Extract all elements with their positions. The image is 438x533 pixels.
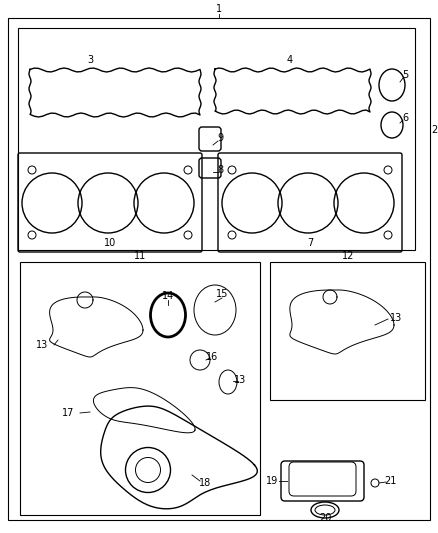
Text: 18: 18: [199, 478, 211, 488]
Text: 5: 5: [402, 70, 408, 80]
Text: 14: 14: [162, 291, 174, 301]
Text: 16: 16: [206, 352, 218, 362]
Text: 4: 4: [287, 55, 293, 65]
Text: 13: 13: [234, 375, 246, 385]
Text: 8: 8: [217, 165, 223, 175]
Text: 11: 11: [134, 251, 146, 261]
Text: 2: 2: [431, 125, 437, 135]
Text: 21: 21: [384, 476, 396, 486]
Bar: [20, 262, 260, 515]
Text: 19: 19: [266, 476, 278, 486]
Text: 10: 10: [104, 238, 116, 248]
Text: 15: 15: [216, 289, 228, 299]
Text: 1: 1: [216, 4, 222, 14]
Text: 12: 12: [342, 251, 354, 261]
Text: 6: 6: [402, 113, 408, 123]
Bar: [18, 28, 415, 250]
Text: 20: 20: [319, 513, 331, 523]
Text: 13: 13: [36, 340, 48, 350]
Text: 3: 3: [87, 55, 93, 65]
Text: 7: 7: [307, 238, 313, 248]
Text: 9: 9: [217, 133, 223, 143]
Bar: [270, 262, 425, 400]
Text: 13: 13: [390, 313, 402, 323]
Text: 17: 17: [62, 408, 74, 418]
